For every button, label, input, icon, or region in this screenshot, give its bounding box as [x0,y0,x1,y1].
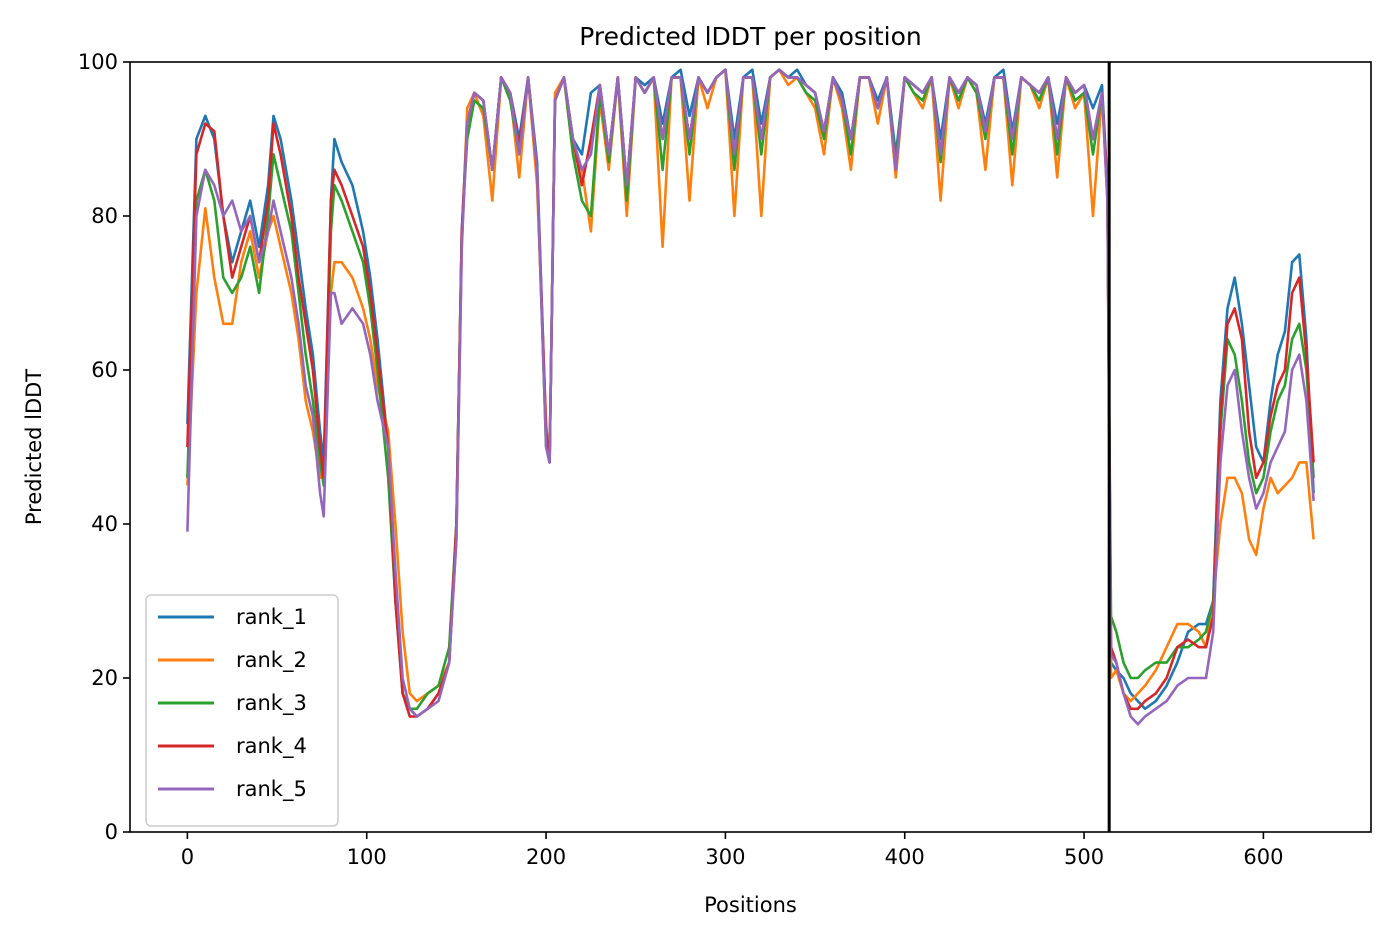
chart-title: Predicted lDDT per position [579,22,921,51]
x-tick-label: 400 [885,845,925,869]
legend-label-rank_5: rank_5 [236,777,307,802]
x-tick-label: 600 [1243,845,1283,869]
y-tick-label: 20 [91,666,118,690]
legend-label-rank_2: rank_2 [236,648,307,673]
x-axis-label: Positions [704,893,797,917]
x-tick-label: 500 [1064,845,1104,869]
x-tick-label: 0 [181,845,194,869]
y-tick-label: 80 [91,204,118,228]
series-line-rank_4 [186,68,1315,718]
x-tick-label: 100 [347,845,387,869]
x-tick-label: 300 [705,845,745,869]
series-lines [186,68,1315,726]
y-tick-label: 60 [91,358,118,382]
legend-box [145,594,339,827]
plot-area [129,61,1372,833]
x-tick-label: 200 [526,845,566,869]
y-tick-label: 0 [105,820,118,844]
legend: rank_1 rank_2 rank_3 rank_4 rank_5 [145,594,339,827]
series-line-rank_5 [186,68,1315,726]
y-axis-ticks: 0 20 40 60 80 100 [78,50,130,844]
plot-frame [129,61,1372,833]
series-line-rank_2 [186,68,1315,703]
legend-label-rank_3: rank_3 [236,691,307,716]
legend-label-rank_1: rank_1 [236,605,307,630]
series-line-rank_3 [186,68,1315,711]
series-line-rank_1 [186,68,1315,718]
x-axis-ticks: 0 100 200 300 400 500 600 [181,832,1283,869]
legend-label-rank_4: rank_4 [236,734,307,759]
y-tick-label: 100 [78,50,118,74]
y-tick-label: 40 [91,512,118,536]
y-axis-label: Predicted lDDT [22,369,46,525]
